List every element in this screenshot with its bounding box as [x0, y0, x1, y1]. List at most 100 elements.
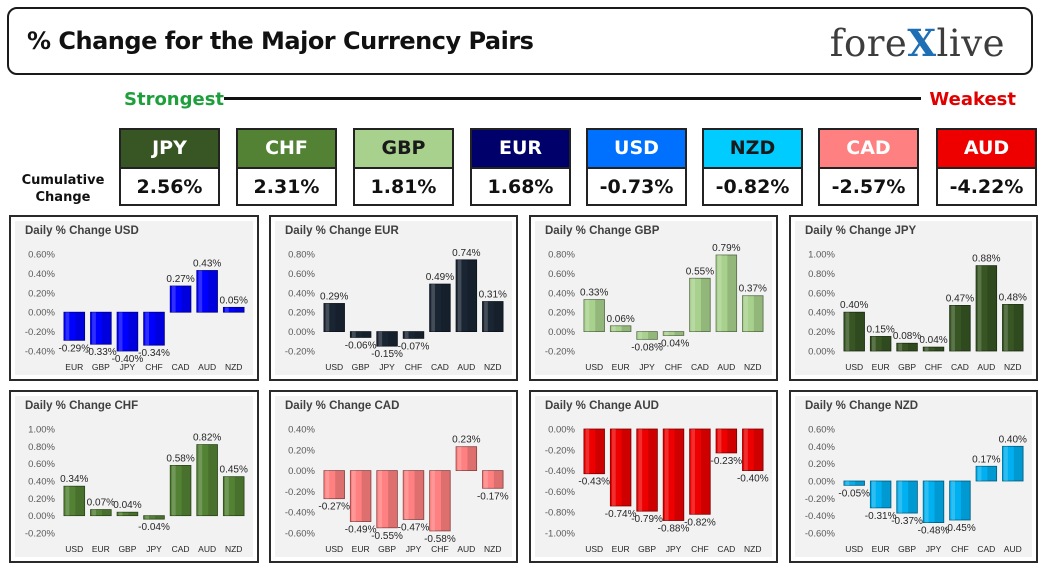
- bar-shade: [414, 331, 424, 339]
- bar-highlight: [585, 429, 590, 474]
- currency-box-nzd: NZD -0.82%: [702, 128, 803, 206]
- bar-shade: [855, 481, 865, 486]
- y-tick-label: 0.00%: [548, 425, 575, 436]
- bar-highlight: [198, 444, 203, 516]
- bar-rect: [482, 470, 504, 489]
- x-tick-label: CAD: [977, 544, 995, 554]
- data-label: 0.37%: [739, 284, 767, 295]
- data-label: 0.58%: [166, 453, 194, 464]
- bar-shade: [208, 444, 218, 516]
- chart-panel-cad: Daily % Change CAD 0.40% 0.20% 0.00% -0.20% -…: [269, 390, 518, 563]
- bar-shade: [361, 470, 371, 522]
- bar-shade: [908, 481, 918, 514]
- y-tick-label: -0.20%: [805, 494, 836, 505]
- data-label: 0.49%: [426, 272, 454, 283]
- bar-rect: [636, 331, 658, 340]
- y-tick-label: 0.40%: [288, 425, 315, 436]
- bar-shade: [440, 284, 451, 332]
- cumulative-change-label: Cumulative Change: [21, 173, 105, 205]
- bar-shade: [493, 301, 504, 332]
- bar-shade: [727, 254, 737, 332]
- bar-eur: [609, 428, 632, 507]
- bar-shade: [648, 429, 658, 512]
- bar-shade: [128, 312, 138, 351]
- bar-rect: [323, 470, 345, 500]
- logo-text-left: fore: [829, 22, 908, 65]
- bar-nzd: [222, 306, 245, 313]
- bar-eur: [63, 311, 86, 341]
- bar-shade: [335, 303, 345, 332]
- chart-title: Daily % Change EUR: [285, 225, 399, 237]
- data-label: -0.23%: [711, 456, 743, 467]
- cumulative-change-value: 1.81%: [370, 176, 437, 198]
- bar-rect: [116, 511, 139, 517]
- bar-gbp: [896, 480, 918, 514]
- bar-shade: [234, 307, 245, 313]
- x-tick-label: USD: [325, 362, 343, 372]
- bar-eur: [869, 480, 892, 509]
- data-label: 0.31%: [479, 290, 507, 301]
- currency-box-gbp: GBP 1.81%: [353, 128, 454, 206]
- data-label: 0.06%: [606, 314, 634, 325]
- bar-jpy: [922, 480, 945, 523]
- bar-shade: [414, 470, 424, 520]
- y-tick-label: 0.00%: [808, 347, 835, 358]
- bar-highlight: [924, 481, 929, 523]
- data-label: 0.04%: [113, 500, 141, 511]
- page-title: % Change for the Major Currency Pairs: [27, 27, 534, 55]
- data-label: -0.04%: [138, 522, 170, 533]
- bar-shade: [621, 325, 631, 332]
- data-label: 0.27%: [166, 274, 194, 285]
- bar-highlight: [977, 466, 982, 481]
- bar-aud: [455, 446, 478, 472]
- data-label: -0.88%: [658, 524, 690, 535]
- data-label: -0.17%: [477, 491, 509, 502]
- bar-rect: [63, 485, 86, 517]
- bar-shade: [595, 429, 605, 474]
- y-tick-label: 0.40%: [28, 269, 55, 280]
- ranking-line: [224, 97, 921, 100]
- bar-shade: [101, 312, 112, 345]
- y-tick-label: 0.60%: [808, 288, 835, 299]
- data-label: -0.74%: [605, 509, 637, 520]
- currency-name: CAD: [820, 130, 917, 169]
- x-tick-label: NZD: [744, 362, 761, 372]
- bar-rect: [143, 311, 165, 346]
- x-tick-label: GBP: [118, 544, 136, 554]
- bar-highlight: [871, 336, 876, 351]
- y-tick-label: 0.60%: [28, 459, 55, 470]
- bar-rect: [429, 470, 451, 532]
- bar-gbp: [896, 342, 918, 352]
- y-tick-label: 0.40%: [288, 288, 315, 299]
- data-label: -0.40%: [112, 354, 144, 365]
- bar-jpy: [143, 515, 165, 520]
- bar-highlight: [691, 278, 695, 332]
- bar-highlight: [664, 331, 669, 336]
- bar-eur: [349, 470, 372, 522]
- bar-jpy: [402, 470, 425, 520]
- data-label: -0.40%: [737, 474, 769, 485]
- data-label: 0.79%: [712, 243, 740, 254]
- weakest-label: Weakest: [929, 89, 1016, 110]
- bar-shade: [155, 312, 165, 346]
- cumulative-change-value: -2.57%: [831, 176, 906, 198]
- x-tick-label: USD: [845, 362, 863, 372]
- bar-highlight: [404, 470, 409, 520]
- bar-shade: [388, 331, 398, 347]
- y-tick-label: 0.20%: [288, 445, 315, 456]
- bar-highlight: [351, 470, 356, 522]
- currency-name: CHF: [238, 130, 335, 169]
- forexlive-logo: foreXlive: [830, 21, 1005, 65]
- bar-usd: [323, 303, 345, 333]
- bar-chart: 0.00% -0.20% -0.40% -0.60% -0.80% -1.00% -0.43…: [545, 425, 769, 555]
- bar-rect: [869, 336, 892, 352]
- bar-highlight: [225, 476, 229, 516]
- x-tick-label: AUD: [457, 544, 475, 554]
- x-tick-label: EUR: [92, 544, 110, 554]
- x-tick-label: EUR: [872, 544, 890, 554]
- bar-shade: [493, 470, 504, 489]
- y-tick-label: 0.20%: [808, 327, 835, 338]
- x-tick-label: GBP: [378, 544, 396, 554]
- data-label: -0.04%: [658, 338, 690, 349]
- data-label: 0.08%: [893, 331, 921, 342]
